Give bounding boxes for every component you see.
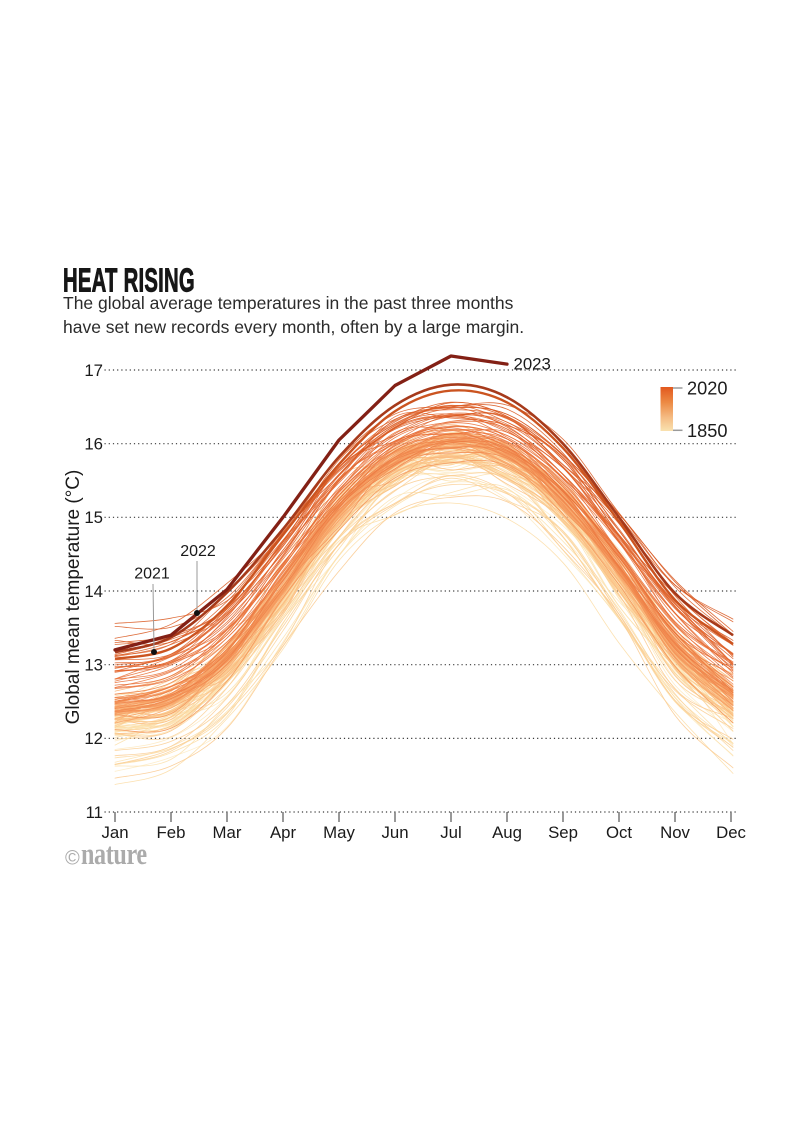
svg-text:have set new records every mon: have set new records every month, often … [63, 317, 524, 337]
svg-text:2020: 2020 [687, 379, 727, 399]
svg-text:Global mean temperature (°C): Global mean temperature (°C) [63, 470, 84, 725]
svg-text:11: 11 [86, 803, 103, 822]
svg-text:13: 13 [84, 656, 103, 675]
svg-text:12: 12 [84, 729, 103, 748]
svg-text:The global average temperature: The global average temperatures in the p… [63, 293, 514, 313]
svg-text:Feb: Feb [157, 823, 186, 842]
svg-text:Dec: Dec [716, 823, 746, 842]
svg-text:Apr: Apr [270, 823, 297, 842]
svg-text:2021: 2021 [134, 566, 170, 583]
svg-text:2023: 2023 [514, 354, 551, 373]
svg-text:©: © [65, 848, 80, 870]
svg-text:May: May [323, 823, 355, 842]
svg-text:16: 16 [84, 435, 103, 454]
svg-text:nature: nature [81, 837, 147, 872]
svg-text:17: 17 [84, 361, 103, 380]
svg-text:Nov: Nov [660, 823, 690, 842]
svg-text:Oct: Oct [606, 823, 632, 842]
svg-text:Jul: Jul [440, 823, 461, 842]
svg-text:Jun: Jun [381, 823, 408, 842]
svg-text:15: 15 [84, 508, 103, 527]
svg-text:2022: 2022 [180, 543, 216, 560]
svg-text:14: 14 [84, 582, 103, 601]
svg-text:Aug: Aug [492, 823, 522, 842]
svg-text:HEAT RISING: HEAT RISING [63, 261, 195, 298]
svg-text:Sep: Sep [548, 823, 578, 842]
svg-text:Jan: Jan [101, 823, 128, 842]
svg-text:1850: 1850 [687, 421, 727, 441]
svg-text:Mar: Mar [213, 823, 242, 842]
